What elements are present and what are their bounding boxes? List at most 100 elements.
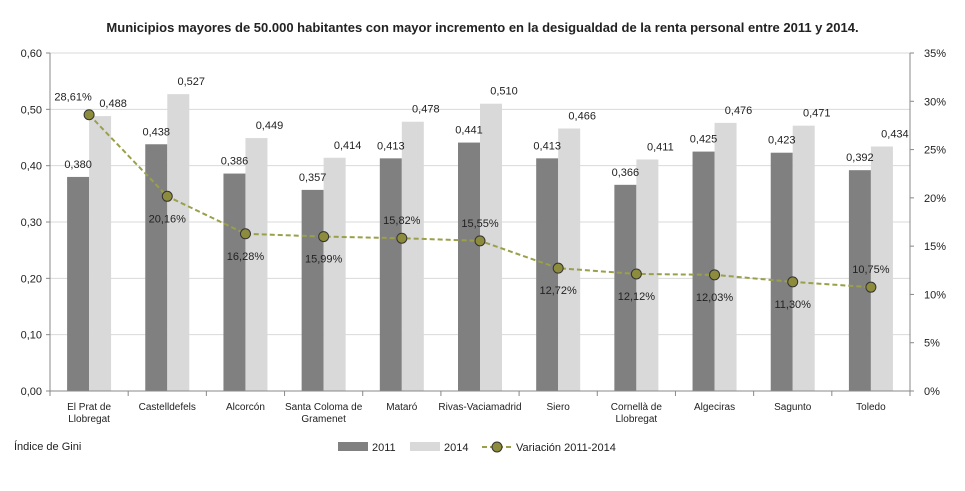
variation-marker	[552, 262, 564, 274]
legend-label-2014: 2014	[444, 442, 468, 454]
bar-2011	[692, 151, 715, 391]
bar-2014-value-label: 0,476	[725, 105, 753, 117]
bar-2011	[770, 152, 793, 391]
variation-value-label: 11,30%	[774, 299, 811, 311]
variation-marker	[709, 269, 721, 281]
x-axis-category-label: Llobregat	[616, 414, 658, 425]
bar-2014-value-label: 0,434	[881, 129, 909, 141]
bar-2011	[379, 158, 402, 391]
variation-marker	[396, 232, 408, 244]
bar-2011	[848, 170, 871, 391]
bar-2014	[167, 94, 190, 391]
variation-value-label: 12,72%	[540, 285, 578, 297]
right-axis-tick-label: 35%	[924, 48, 946, 60]
chart-footnote: Índice de Gini	[14, 441, 82, 453]
bar-2011-value-label: 0,392	[846, 152, 874, 164]
bar-2014	[245, 138, 268, 391]
variation-value-label: 12,12%	[618, 291, 656, 303]
left-axis-tick-label: 0,40	[21, 161, 42, 173]
variation-value-label: 20,16%	[149, 213, 187, 225]
variation-value-label: 10,75%	[852, 264, 890, 276]
bar-2014-value-label: 0,478	[412, 104, 440, 116]
variation-value-label: 15,99%	[305, 254, 343, 266]
bar-2014-value-label: 0,466	[568, 110, 596, 122]
bar-2011	[458, 142, 480, 391]
left-axis-tick-label: 0,00	[21, 386, 42, 398]
x-axis-category-label: Llobregat	[68, 414, 110, 425]
left-axis-tick-label: 0,50	[21, 104, 42, 116]
bar-2014	[714, 122, 737, 391]
chart-title: Municipios mayores de 50.000 habitantes …	[106, 20, 859, 35]
x-axis-category-label: Alcorcón	[226, 402, 265, 413]
x-axis-category-label: El Prat de	[67, 402, 111, 413]
bar-2014-value-label: 0,414	[334, 140, 362, 152]
x-axis-category-label: Mataró	[386, 402, 418, 413]
bar-2014	[792, 125, 815, 392]
left-axis-tick-label: 0,30	[21, 217, 42, 229]
bar-2011-value-label: 0,441	[455, 125, 483, 137]
legend-swatch-2011	[338, 442, 368, 451]
bar-2014-value-label: 0,411	[647, 141, 674, 153]
variation-value-label: 15,82%	[383, 215, 421, 227]
variation-value-label: 12,03%	[696, 292, 734, 304]
bar-2011	[536, 158, 559, 391]
bar-2014	[89, 116, 112, 392]
x-axis-category-label: Siero	[547, 402, 571, 413]
bar-2014-value-label: 0,488	[99, 98, 127, 110]
bar-2014	[558, 128, 581, 391]
right-axis-tick-label: 5%	[924, 338, 940, 350]
bar-2014-value-label: 0,527	[178, 76, 206, 88]
bar-2011-value-label: 0,366	[612, 167, 640, 179]
bar-2014-value-label: 0,449	[256, 120, 284, 132]
variation-value-label: 28,61%	[54, 92, 92, 104]
bar-2011-value-label: 0,413	[377, 140, 405, 152]
bar-2014	[870, 146, 893, 391]
bar-2014	[323, 157, 346, 391]
variation-marker	[239, 228, 251, 240]
x-axis-category-label: Algeciras	[694, 402, 735, 413]
legend-marker-variation	[491, 441, 503, 453]
bar-2014	[636, 159, 659, 391]
bar-2014	[480, 103, 502, 391]
variation-marker	[787, 276, 799, 288]
x-axis-category-label: Castelldefels	[139, 402, 196, 413]
bar-2011-value-label: 0,425	[690, 134, 718, 146]
variation-value-label: 15,55%	[461, 218, 499, 230]
right-axis-tick-label: 30%	[924, 96, 946, 108]
variation-marker	[161, 190, 173, 202]
right-axis-tick-label: 15%	[924, 241, 946, 253]
x-axis-category-label: Cornellà de	[611, 402, 663, 413]
x-axis-category-label: Toledo	[856, 402, 886, 413]
right-axis-tick-label: 10%	[924, 289, 946, 301]
x-axis-category-label: Sagunto	[774, 402, 812, 413]
right-axis-tick-label: 25%	[924, 145, 946, 157]
bar-2011-value-label: 0,380	[64, 159, 92, 171]
right-axis-tick-label: 20%	[924, 193, 946, 205]
bar-2011-value-label: 0,386	[221, 156, 249, 168]
left-axis-tick-label: 0,60	[21, 48, 42, 60]
bar-2011	[145, 144, 168, 391]
variation-marker	[865, 281, 877, 293]
left-axis-tick-label: 0,10	[21, 330, 42, 342]
variation-marker	[83, 109, 95, 121]
variation-marker	[474, 235, 486, 247]
variation-marker	[630, 268, 642, 280]
legend-label-2011: 2011	[372, 442, 396, 454]
legend-label-variation: Variación 2011-2014	[516, 442, 616, 454]
variation-value-label: 16,28%	[227, 251, 265, 263]
bar-2011-value-label: 0,357	[299, 172, 327, 184]
bar-2014-value-label: 0,471	[803, 108, 831, 120]
bar-2011	[614, 184, 637, 391]
variation-marker	[318, 231, 330, 243]
bar-2014-value-label: 0,510	[490, 86, 518, 98]
legend-swatch-2014	[410, 442, 440, 451]
x-axis-category-label: Gramenet	[301, 414, 346, 425]
bar-2011	[67, 176, 90, 391]
x-axis-category-label: Santa Coloma de	[285, 402, 363, 413]
right-axis-tick-label: 0%	[924, 386, 940, 398]
bar-2011	[223, 173, 246, 391]
x-axis-category-label: Rivas-Vaciamadrid	[438, 402, 521, 413]
bar-2011-value-label: 0,413	[533, 140, 561, 152]
